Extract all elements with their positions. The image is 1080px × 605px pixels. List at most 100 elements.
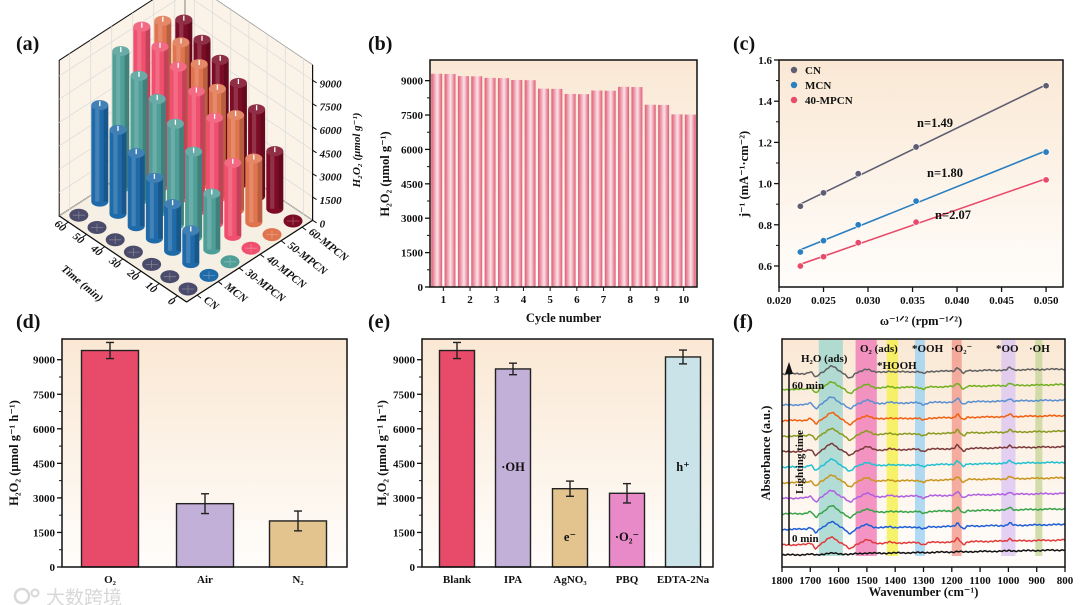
x-tick-label: 0.030 — [856, 295, 881, 307]
legend-marker-CN — [790, 66, 798, 74]
z-tick — [312, 196, 317, 200]
time-tick — [82, 233, 87, 238]
z-tick — [312, 219, 317, 224]
watermark-text: 大数跨境 — [46, 587, 122, 605]
disk-base — [178, 282, 198, 296]
panel-a-3d-bar-chart: 0 1500 3000 4500 6000 7500 9000 H₂O₂ (μmol g⁻¹)… — [52, 0, 363, 314]
sample-tick — [196, 294, 202, 299]
bar-cycle-8 — [618, 86, 630, 287]
cylinder-shadow — [242, 82, 247, 185]
bar-cycle-1 — [431, 73, 443, 288]
y-tick-label: 1500 — [33, 527, 56, 539]
panel-e-scavenger-bar-chart: Blank IPA ·OH AgNO₃ e⁻ PBQ ·O₂⁻ EDTA-2Na h⁺ 0 1500… — [375, 338, 714, 586]
panel-d-atmosphere-bar-chart: O₂ Air N₂ 0 1500 3000 4500 6000 7500 9000 H₂O₂ (μm… — [7, 338, 348, 586]
cylinder-body — [185, 151, 203, 243]
bar-cycle-10 — [684, 114, 696, 287]
panel-label-e: (e) — [368, 311, 390, 333]
z-tick-label: 9000 — [320, 78, 343, 90]
panel-label-b: (b) — [368, 33, 392, 55]
cylinder-body — [203, 193, 221, 255]
spectrum-baseline — [781, 548, 1066, 557]
wall-gridline — [58, 0, 313, 81]
cylinder-shadow — [187, 19, 193, 148]
cylinder-shadow — [121, 129, 127, 214]
panel-f-ftir-spectra: H₂O (ads) O₂ (ads) *HOOH *OOH ·O₂⁻ *OO ·OH 60 m… — [759, 338, 1074, 599]
cylinder-body — [245, 158, 263, 228]
cylinder-body — [91, 105, 109, 207]
plot-frame — [778, 59, 1064, 288]
x-tick-label: 1800 — [771, 575, 794, 587]
cylinder-sheen — [251, 109, 257, 197]
cylinder-shadow — [184, 42, 190, 174]
legend-label-CN: CN — [805, 65, 821, 77]
disk-base — [142, 257, 162, 271]
sample-tick-label: CN — [201, 294, 221, 314]
cylinder-sheen — [116, 51, 121, 188]
bar-PBQ — [608, 492, 646, 568]
data-point-CN — [912, 143, 920, 151]
band-*HOOH — [886, 340, 899, 556]
y-axis-title: H₂O₂ (μmol g⁻¹) — [378, 131, 392, 216]
cylinder-shadow — [179, 123, 184, 225]
data-point-40-MPCN — [854, 239, 862, 247]
z-tick-label: 1500 — [320, 195, 343, 207]
sample-tick — [280, 240, 286, 245]
disk-cross-icon — [203, 271, 215, 280]
bar-cycle-9 — [644, 104, 656, 287]
x-tick-label: 1700 — [799, 575, 822, 587]
slope-annotation-CN: n=1.49 — [917, 116, 953, 130]
cylinder-body — [145, 177, 163, 244]
spectrum-curve-4 — [781, 489, 1066, 503]
z-tick — [312, 79, 317, 84]
cylinder-MCN-30min — [145, 172, 163, 244]
band-label: *OO — [996, 343, 1019, 355]
x-category-label: EDTA-2Na — [657, 574, 710, 586]
bar-annotation: ·O₂⁻ — [615, 530, 639, 544]
spectrum-curve-11 — [781, 381, 1066, 395]
cylinder-sheen — [134, 75, 139, 201]
cylinder-shadow — [194, 230, 200, 264]
cylinder-shadow — [176, 204, 182, 251]
cylinder-shadow — [239, 115, 245, 210]
y-tick-label: 9000 — [33, 355, 56, 367]
band-·O₂⁻ — [951, 340, 962, 556]
cylinder-shadow — [145, 26, 151, 175]
x-category-label: PBQ — [616, 574, 639, 586]
spectrum-curve-9 — [781, 411, 1066, 426]
disk-cross-icon — [287, 217, 299, 225]
cylinder-sheen — [270, 151, 275, 209]
cylinder-shadow — [203, 64, 208, 186]
legend-marker-MCN — [790, 81, 798, 89]
cylinder-CN-10min — [160, 270, 180, 284]
x-tick-label: 9 — [654, 294, 660, 306]
x-category-label: Blank — [443, 574, 472, 586]
arrow-label: Lighting time — [794, 430, 806, 494]
cylinder-sheen — [249, 158, 254, 223]
bar-cycle-4 — [511, 79, 523, 287]
y-tick-label: 3000 — [393, 493, 416, 505]
data-point-40-MPCN — [912, 218, 920, 226]
x-tick-label: 800 — [1057, 575, 1074, 587]
x-tick-label: 0.040 — [945, 295, 970, 307]
y-tick-label: 0 — [418, 282, 424, 294]
watermark-logo-icon — [13, 587, 31, 605]
y-tick-label: 7500 — [401, 110, 424, 122]
disk-base — [160, 270, 180, 284]
disk-cross-icon — [182, 285, 194, 293]
cylinder-CN-20min — [142, 257, 162, 271]
z-tick — [312, 126, 317, 130]
cylinder-30-MPCN-10min — [203, 188, 221, 255]
cylinder-50-MPCN-0min — [262, 228, 282, 242]
spectrum-curve-3 — [781, 504, 1065, 520]
x-category-label: N₂ — [292, 574, 304, 586]
band-·OH — [1035, 340, 1043, 556]
slope-annotation-40-MPCN: n=2.07 — [935, 208, 971, 222]
disk-cross-icon — [91, 223, 103, 232]
cylinder-CN-60min — [69, 208, 89, 222]
disk-cross-icon — [245, 244, 257, 253]
disk-base — [123, 245, 143, 259]
x-category-label: O₂ — [104, 574, 117, 586]
band-label: *OOH — [912, 343, 944, 355]
cylinder-40-MPCN-10min — [224, 157, 242, 241]
y-tick-label: 4500 — [393, 458, 416, 470]
